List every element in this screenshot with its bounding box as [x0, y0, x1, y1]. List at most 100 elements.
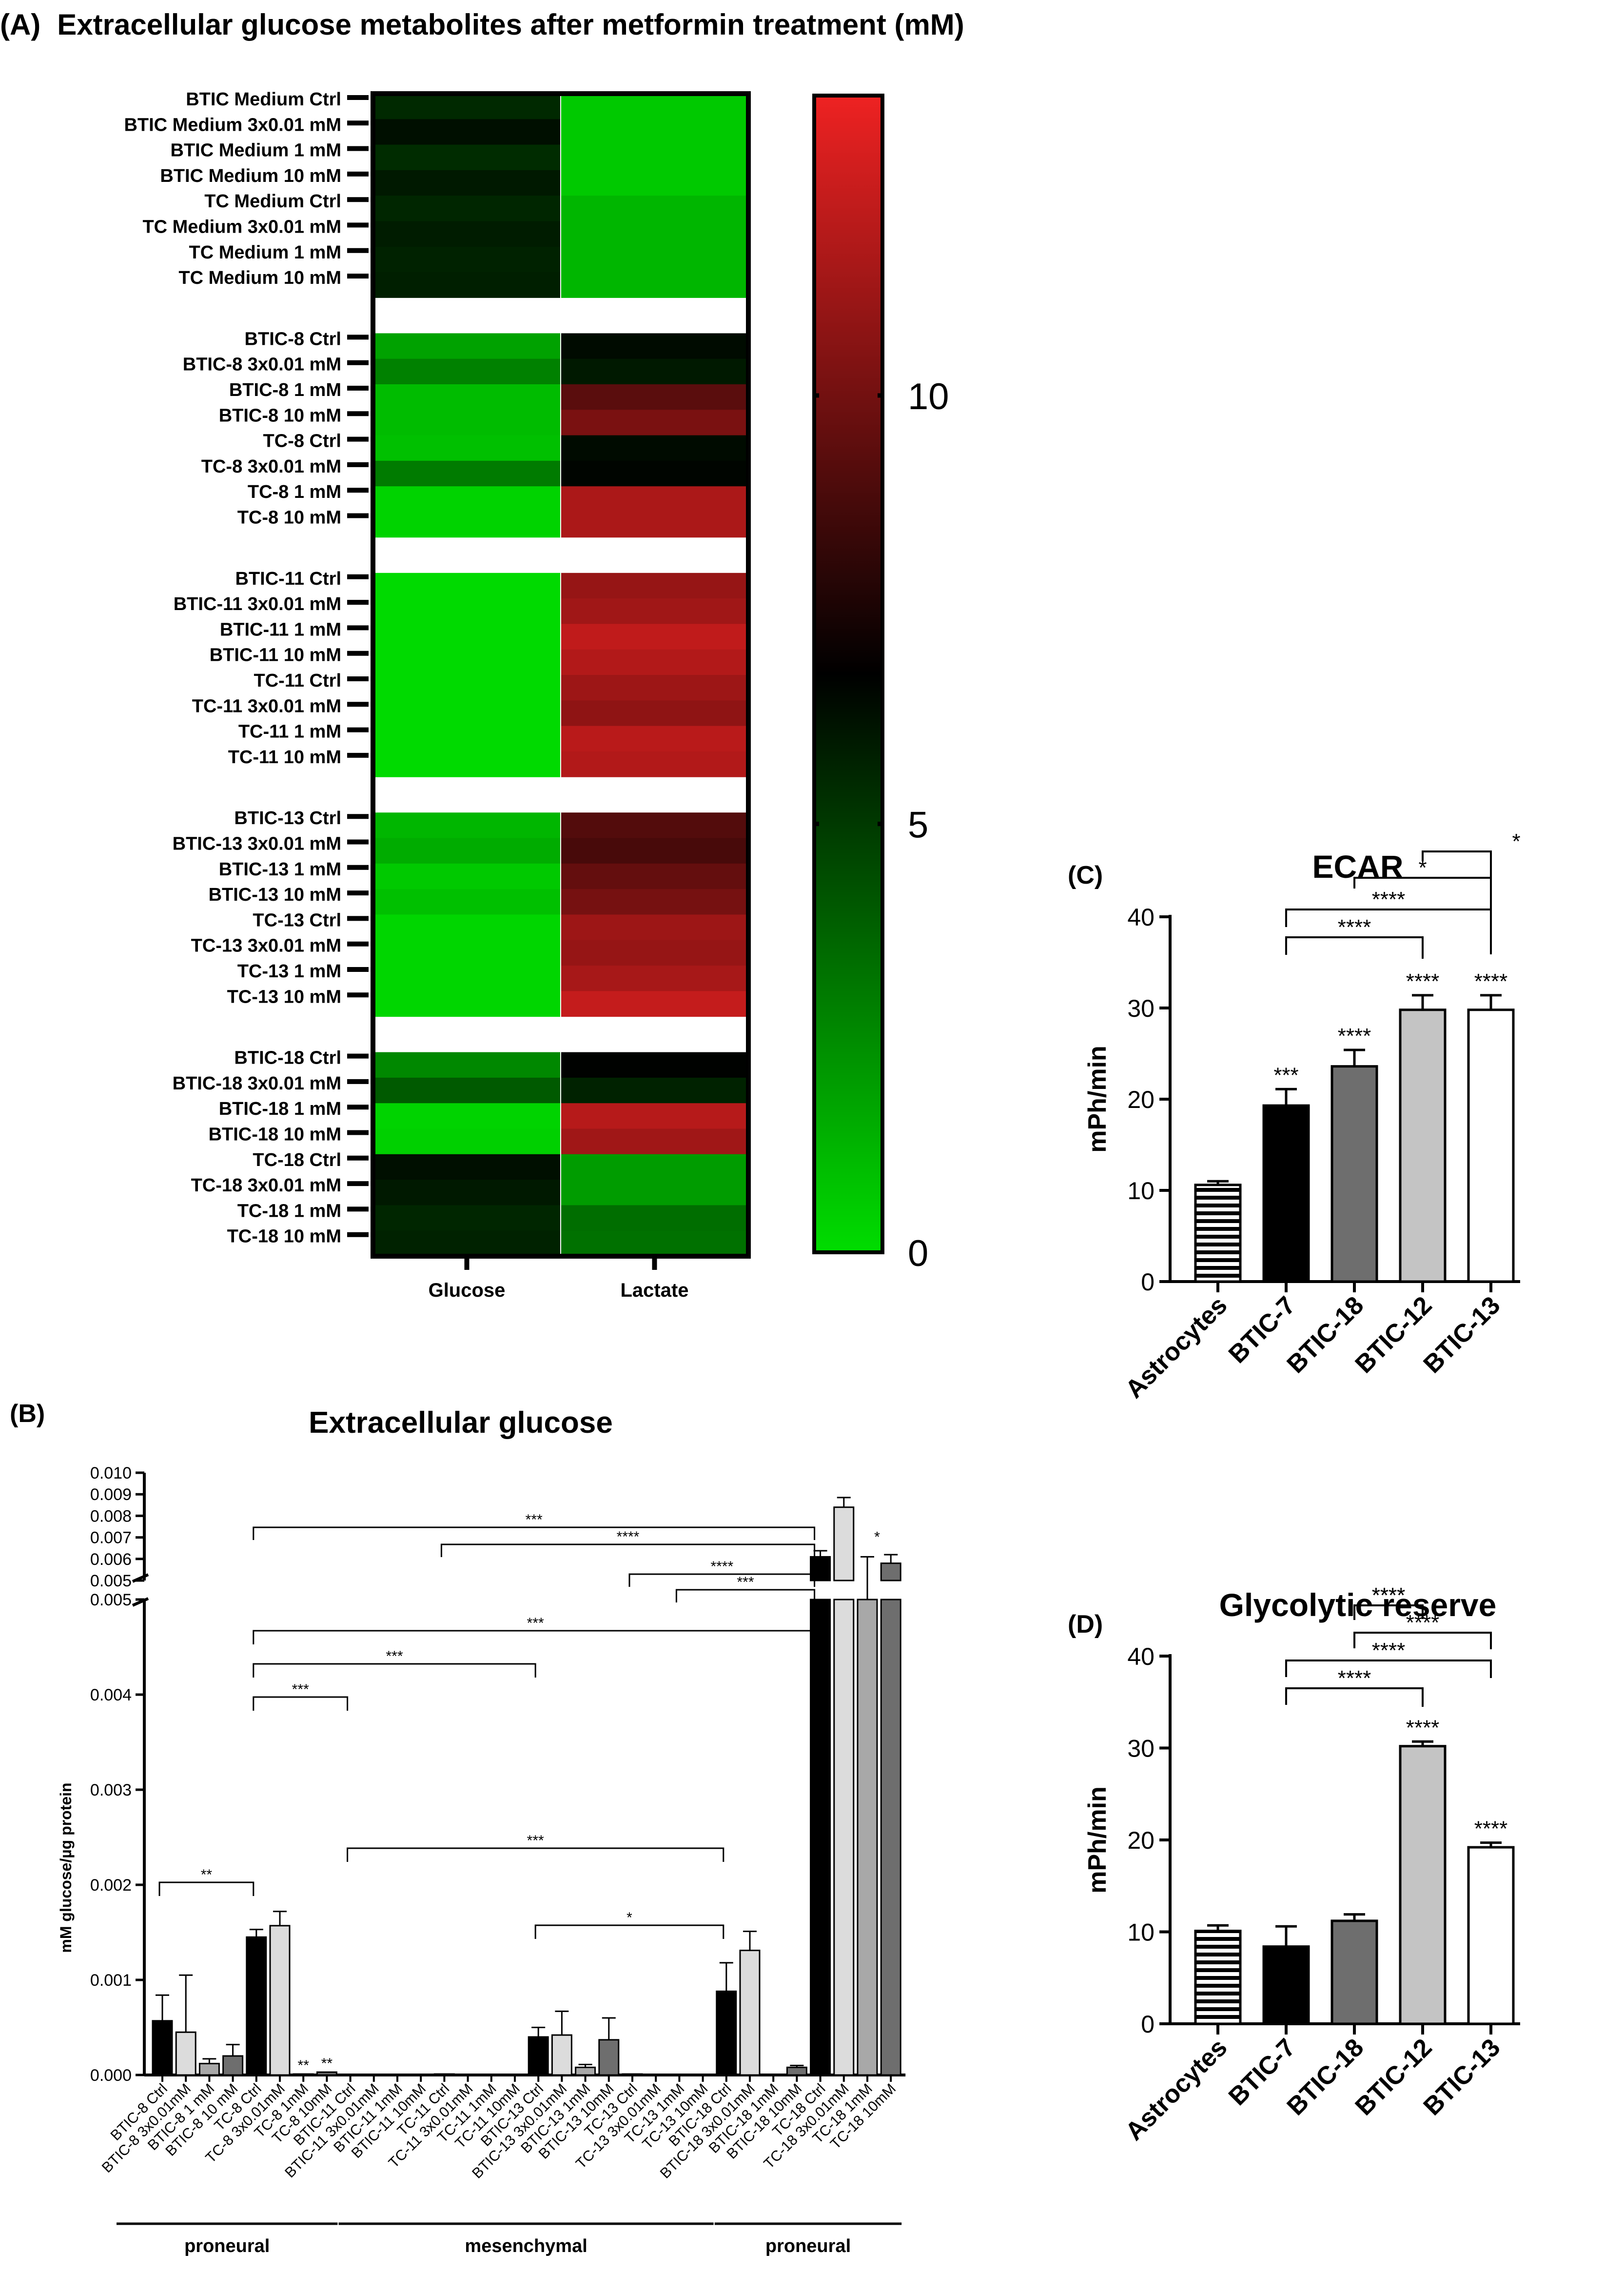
heatmap-cell-glucose	[373, 435, 561, 461]
y-tick-label: 0.005	[90, 1591, 132, 1609]
heatmap-cell-lactate	[561, 512, 748, 538]
heatmap-cell-glucose	[373, 1077, 561, 1104]
bar-significance-label: ****	[1338, 1024, 1371, 1048]
panel-label: (D)	[1068, 1610, 1103, 1639]
bar-chart-panel-c: ECAR (C) 0 10 20 30 40 mPh/min Astrocytes *** BTIC…	[1068, 830, 1521, 1404]
significance-bracket	[158, 1881, 254, 1896]
significance-label: ****	[1338, 915, 1371, 939]
bar-chart-panel-b: (B) Extracellular glucose 0.005 0.006 0.007 0…	[10, 1400, 906, 2256]
y-tick-label: 0	[1141, 2011, 1154, 2038]
group-label: mesenchymal	[465, 2236, 587, 2256]
bar	[622, 2073, 643, 2076]
heatmap-cell-glucose	[373, 1052, 561, 1078]
significance-bracket	[440, 1543, 816, 1557]
significance-label: **	[201, 1867, 213, 1883]
bar	[857, 1599, 878, 2076]
heatmap-cell-lactate	[561, 838, 748, 864]
chart-title: ECAR	[1312, 849, 1403, 885]
bar-astrocytes	[1194, 1930, 1242, 2025]
bar	[152, 2020, 173, 2076]
heatmap-cell-glucose	[373, 119, 561, 145]
heatmap-cell-lactate	[561, 246, 748, 273]
group-label: proneural	[765, 2236, 851, 2256]
row-label: TC-8 3x0.01 mM	[201, 456, 341, 477]
bar	[198, 2063, 220, 2076]
significance-label: ***	[527, 1833, 544, 1849]
bar-btic-7	[1262, 1104, 1310, 1283]
heatmap-cell-glucose	[373, 196, 561, 221]
significance-bracket	[1353, 877, 1492, 954]
bar-upper	[880, 1562, 901, 1581]
row-label: TC-18 3x0.01 mM	[191, 1175, 341, 1196]
panel-label: (B)	[10, 1400, 45, 1428]
heatmap-cell-glucose	[373, 1103, 561, 1129]
y-tick-label: 0.009	[90, 1485, 132, 1504]
row-label: TC-11 Ctrl	[254, 671, 341, 691]
row-label: TC-13 3x0.01 mM	[191, 936, 341, 956]
significance-bracket	[347, 1847, 724, 1862]
heatmap-cell-lactate	[561, 1230, 748, 1257]
heatmap-cell-glucose	[373, 649, 561, 675]
significance-label: ****	[1338, 1666, 1371, 1690]
x-tick-label: BTIC-13	[1418, 1291, 1506, 1379]
heatmap-cell-glucose	[373, 410, 561, 436]
y-tick-label: 0.002	[90, 1876, 132, 1895]
heatmap-cell-lactate	[561, 649, 748, 675]
significance-bracket	[253, 1630, 819, 1644]
row-label: BTIC-13 3x0.01 mM	[173, 834, 341, 854]
significance-label: ***	[526, 1512, 543, 1528]
y-tick-label: 0.004	[90, 1686, 132, 1704]
chart-title: Extracellular glucose	[309, 1406, 613, 1440]
row-label: TC-18 1 mM	[237, 1201, 341, 1221]
row-label: TC Medium 3x0.01 mM	[142, 217, 341, 237]
y-tick-label: 0	[1141, 1268, 1154, 1296]
bar-significance-label: ****	[1474, 969, 1508, 993]
significance-bracket	[1422, 850, 1492, 879]
significance-bracket	[253, 1663, 536, 1678]
y-tick-label: 40	[1127, 904, 1154, 931]
significance-bracket	[253, 1526, 816, 1540]
significance-bracket	[253, 1696, 349, 1711]
bar-significance-label: ****	[1474, 1817, 1508, 1841]
row-label: TC Medium Ctrl	[204, 191, 341, 212]
row-label: BTIC-13 Ctrl	[234, 808, 341, 829]
significance-label: ***	[292, 1681, 309, 1698]
row-label: BTIC Medium Ctrl	[186, 89, 341, 110]
y-tick-label: 10	[1127, 1177, 1154, 1205]
heatmap-cell-glucose	[373, 1230, 561, 1257]
row-label: TC-8 1 mM	[248, 482, 341, 502]
panel-a-title: Extracellular glucose metabolites after …	[57, 8, 964, 41]
heatmap-cell-lactate	[561, 726, 748, 752]
significance-label: ****	[1372, 888, 1406, 911]
colorbar-tick-label: 0	[908, 1233, 928, 1274]
heatmap-cell-glucose	[373, 246, 561, 273]
significance-label: ***	[527, 1615, 544, 1631]
bar	[575, 2066, 596, 2076]
heatmap-cell-lactate	[561, 966, 748, 991]
bar-btic-7	[1262, 1945, 1310, 2025]
x-tick-label: Astrocytes	[1120, 2033, 1233, 2146]
heatmap-cell-lactate	[561, 221, 748, 247]
heatmap-cell-lactate	[561, 940, 748, 966]
x-tick-label: Astrocytes	[1120, 1291, 1233, 1403]
y-axis-label: mM glucose/µg protein	[57, 1782, 75, 1953]
bar	[739, 1950, 761, 2076]
y-tick-label: 20	[1127, 1086, 1154, 1113]
bar-upper	[810, 1556, 831, 1581]
significance-bracket	[1353, 1604, 1424, 1620]
column-label-lactate: Lactate	[620, 1280, 688, 1301]
heatmap-cell-lactate	[561, 384, 748, 410]
colorbar	[812, 94, 884, 1254]
heatmap-cell-lactate	[561, 358, 748, 385]
significance-label: ***	[737, 1574, 754, 1590]
heatmap-cell-lactate	[561, 991, 748, 1017]
heatmap-cell-glucose	[373, 624, 561, 650]
y-tick-label: 30	[1127, 995, 1154, 1022]
row-label: BTIC-11 10 mM	[210, 645, 341, 666]
significance-bracket	[1353, 1632, 1492, 1649]
heatmap-cell-lactate	[561, 751, 748, 777]
row-label: TC-11 1 mM	[238, 722, 341, 742]
bar	[293, 2073, 314, 2076]
colorbar-tick-label: 5	[908, 804, 928, 846]
heatmap-cell-glucose	[373, 726, 561, 752]
